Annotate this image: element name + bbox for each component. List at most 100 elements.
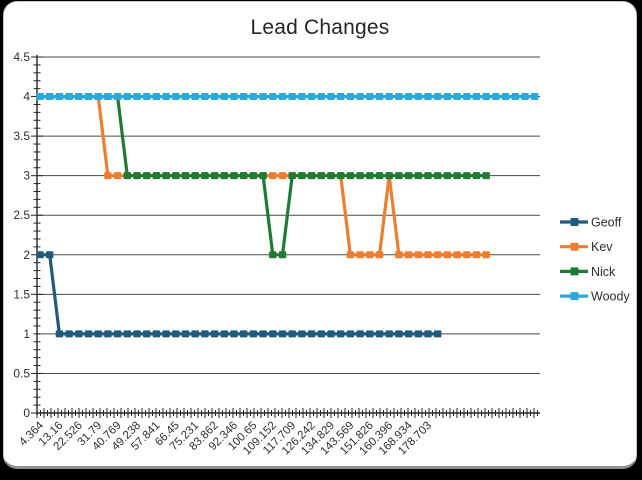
marker-geoff <box>65 330 73 338</box>
marker-woody <box>172 93 180 101</box>
marker-nick <box>152 172 161 180</box>
marker-nick <box>463 172 471 180</box>
marker-geoff <box>278 330 287 338</box>
y-tick-label: 3 <box>23 169 30 183</box>
marker-kev <box>356 251 364 259</box>
marker-nick <box>317 172 325 180</box>
legend-label: Geoff <box>591 216 622 230</box>
marker-woody <box>404 93 413 101</box>
marker-woody <box>482 93 490 101</box>
marker-nick <box>434 172 442 180</box>
marker-nick <box>181 172 190 180</box>
marker-nick <box>201 172 209 180</box>
marker-nick <box>143 172 151 180</box>
marker-nick <box>288 172 296 180</box>
marker-geoff <box>55 330 64 338</box>
marker-geoff <box>385 330 393 338</box>
marker-geoff <box>337 330 345 338</box>
marker-geoff <box>46 251 54 259</box>
marker-woody <box>414 93 422 101</box>
y-tick-label: 4 <box>23 90 30 104</box>
marker-woody <box>220 93 228 101</box>
marker-nick <box>172 172 180 180</box>
marker-woody <box>434 93 442 101</box>
marker-woody <box>375 93 384 101</box>
marker-woody <box>113 93 122 101</box>
marker-geoff <box>191 330 199 338</box>
legend-item-nick[interactable]: Nick <box>560 265 616 279</box>
series-markers-woody <box>36 93 539 101</box>
marker-nick <box>278 251 287 259</box>
marker-woody <box>298 93 306 101</box>
marker-nick <box>356 172 364 180</box>
marker-woody <box>65 93 73 101</box>
marker-kev <box>463 251 471 259</box>
marker-woody <box>201 93 209 101</box>
marker-kev <box>104 172 112 180</box>
legend-item-kev[interactable]: Kev <box>560 240 613 254</box>
marker-geoff <box>84 330 93 338</box>
marker-nick <box>162 172 170 180</box>
marker-woody <box>210 93 219 101</box>
marker-nick <box>327 172 335 180</box>
marker-nick <box>337 172 345 180</box>
marker-nick <box>443 172 452 180</box>
marker-kev <box>434 251 442 259</box>
marker-woody <box>395 93 403 101</box>
marker-nick <box>375 172 384 180</box>
marker-kev <box>424 251 432 259</box>
marker-geoff <box>269 330 277 338</box>
marker-geoff <box>220 330 228 338</box>
marker-geoff <box>259 330 267 338</box>
marker-nick <box>482 172 490 180</box>
series-plots <box>36 93 539 338</box>
marker-woody <box>269 93 277 101</box>
marker-woody <box>337 93 345 101</box>
legend-marker-swatch-icon <box>570 218 579 226</box>
marker-geoff <box>375 330 384 338</box>
marker-nick <box>220 172 228 180</box>
marker-kev <box>278 172 287 180</box>
legend-item-geoff[interactable]: Geoff <box>560 216 622 230</box>
marker-nick <box>123 172 131 180</box>
marker-nick <box>269 251 277 259</box>
marker-geoff <box>152 330 161 338</box>
marker-nick <box>472 172 481 180</box>
y-tick-label: 2 <box>23 248 30 262</box>
marker-woody <box>36 93 44 101</box>
marker-geoff <box>327 330 335 338</box>
marker-woody <box>463 93 471 101</box>
marker-kev <box>375 251 384 259</box>
chart-title: Lead Changes <box>250 16 389 39</box>
marker-kev <box>269 172 277 180</box>
marker-woody <box>75 93 83 101</box>
marker-woody <box>152 93 161 101</box>
marker-woody <box>453 93 461 101</box>
legend-marker-swatch-icon <box>570 242 579 251</box>
marker-woody <box>55 93 64 101</box>
marker-woody <box>472 93 481 101</box>
series-geoff <box>36 251 442 338</box>
marker-nick <box>395 172 403 180</box>
marker-nick <box>259 172 267 180</box>
axes <box>31 55 540 418</box>
legend-label: Kev <box>591 240 613 254</box>
marker-geoff <box>356 330 364 338</box>
legend-item-woody[interactable]: Woody <box>560 290 630 304</box>
marker-kev <box>453 251 461 259</box>
marker-geoff <box>201 330 209 338</box>
marker-woody <box>240 93 248 101</box>
marker-kev <box>443 251 452 259</box>
marker-kev <box>404 251 413 259</box>
marker-woody <box>307 93 316 101</box>
chart-card <box>3 1 637 469</box>
marker-geoff <box>172 330 180 338</box>
legend-marker-swatch-icon <box>570 292 579 301</box>
marker-woody <box>424 93 432 101</box>
marker-geoff <box>317 330 325 338</box>
marker-woody <box>521 93 529 101</box>
legend: Geoff Kev Nick Woody <box>560 216 630 304</box>
marker-nick <box>191 172 199 180</box>
marker-woody <box>249 93 258 101</box>
